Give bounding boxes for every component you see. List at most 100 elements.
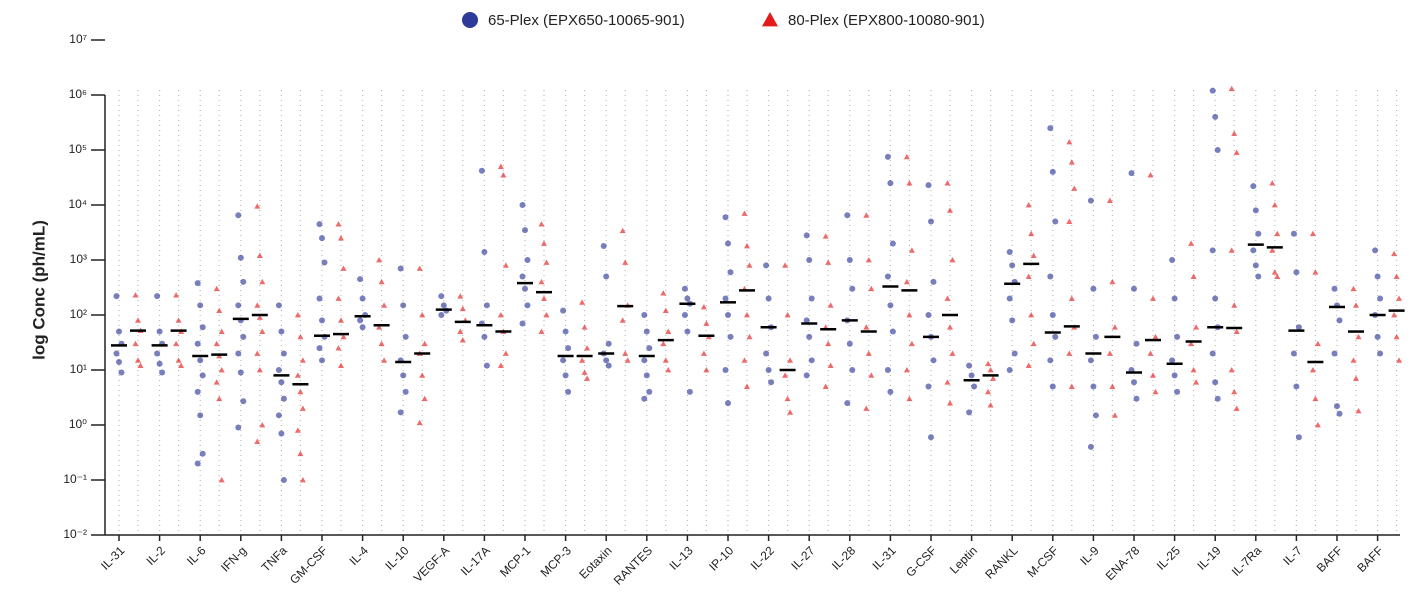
data-point <box>605 362 612 369</box>
data-point <box>541 295 547 301</box>
data-point <box>619 227 626 234</box>
data-point <box>459 305 466 312</box>
data-point <box>1353 375 1359 381</box>
data-point <box>906 395 913 402</box>
data-point <box>741 357 748 363</box>
data-point <box>744 383 750 389</box>
data-point <box>237 369 244 376</box>
data-point <box>889 240 896 247</box>
data-point <box>903 278 910 285</box>
data-point <box>1336 317 1343 324</box>
data-point <box>1133 395 1140 402</box>
data-point <box>481 333 488 340</box>
data-point <box>1336 410 1343 417</box>
data-point <box>359 324 366 331</box>
data-point <box>1252 207 1259 214</box>
data-point <box>768 379 775 386</box>
data-point <box>294 427 301 433</box>
data-point <box>565 345 572 352</box>
data-point <box>275 367 282 373</box>
data-point <box>681 312 688 318</box>
data-point <box>419 372 426 378</box>
data-point <box>1028 312 1035 318</box>
x-tick-label: IL-28 <box>829 543 858 572</box>
data-point <box>519 320 526 327</box>
data-point <box>863 405 870 411</box>
data-point <box>565 388 572 395</box>
data-point <box>725 400 731 407</box>
data-point <box>457 328 464 334</box>
data-point <box>1250 247 1257 254</box>
data-point <box>1377 350 1384 357</box>
data-point <box>178 362 185 369</box>
data-point <box>1052 218 1059 225</box>
data-point <box>1169 357 1176 364</box>
data-point <box>483 302 490 309</box>
data-point <box>199 372 206 379</box>
data-point <box>725 312 731 318</box>
data-point <box>113 293 120 300</box>
data-point <box>1293 269 1300 276</box>
data-point <box>459 337 466 343</box>
data-point <box>1188 240 1195 246</box>
data-point <box>808 357 815 364</box>
data-point <box>746 333 753 340</box>
data-point <box>947 207 953 213</box>
data-point <box>1228 367 1235 373</box>
data-point <box>971 383 978 390</box>
data-point <box>316 345 323 352</box>
data-point <box>803 372 810 379</box>
data-point <box>560 307 567 314</box>
data-point <box>483 362 490 369</box>
data-point <box>357 317 364 324</box>
data-point <box>357 276 364 283</box>
data-point <box>197 302 204 309</box>
data-point <box>378 340 385 347</box>
data-point <box>419 312 426 318</box>
data-point <box>1111 412 1118 418</box>
data-point <box>1066 350 1073 356</box>
data-point <box>218 367 225 373</box>
data-point <box>376 324 383 330</box>
data-point <box>438 312 445 318</box>
data-point <box>808 295 815 302</box>
data-point <box>278 328 285 335</box>
data-point <box>908 247 915 253</box>
data-point <box>1092 412 1099 419</box>
data-point <box>135 357 141 363</box>
data-point <box>646 388 653 395</box>
data-point <box>1396 295 1403 301</box>
data-point <box>928 434 934 441</box>
data-point <box>440 302 447 309</box>
data-point <box>605 340 612 347</box>
data-point <box>1025 273 1032 279</box>
data-point <box>1030 340 1037 347</box>
data-point <box>457 293 464 299</box>
data-point <box>784 395 791 402</box>
data-point <box>156 328 163 335</box>
data-point <box>1209 247 1216 254</box>
x-tick-label: IL-13 <box>667 543 696 572</box>
data-point <box>1331 285 1338 292</box>
data-point <box>1106 197 1113 204</box>
data-point <box>338 235 344 241</box>
y-tick-label: 10⁻² <box>63 527 87 541</box>
y-tick-label: 10¹ <box>70 362 87 376</box>
data-point <box>1006 295 1013 302</box>
data-point <box>1090 285 1097 292</box>
data-point <box>1106 350 1113 356</box>
data-point <box>1025 362 1032 369</box>
data-point <box>560 357 567 364</box>
data-point <box>643 328 650 335</box>
data-point <box>844 400 851 407</box>
data-point <box>1233 328 1240 334</box>
data-point <box>622 350 629 356</box>
data-point <box>278 430 285 437</box>
data-point <box>1231 388 1238 395</box>
data-point <box>1271 202 1278 208</box>
data-point <box>744 312 750 318</box>
data-point <box>925 383 932 390</box>
data-point <box>1128 170 1135 177</box>
data-point <box>641 312 648 318</box>
data-point <box>421 395 428 402</box>
